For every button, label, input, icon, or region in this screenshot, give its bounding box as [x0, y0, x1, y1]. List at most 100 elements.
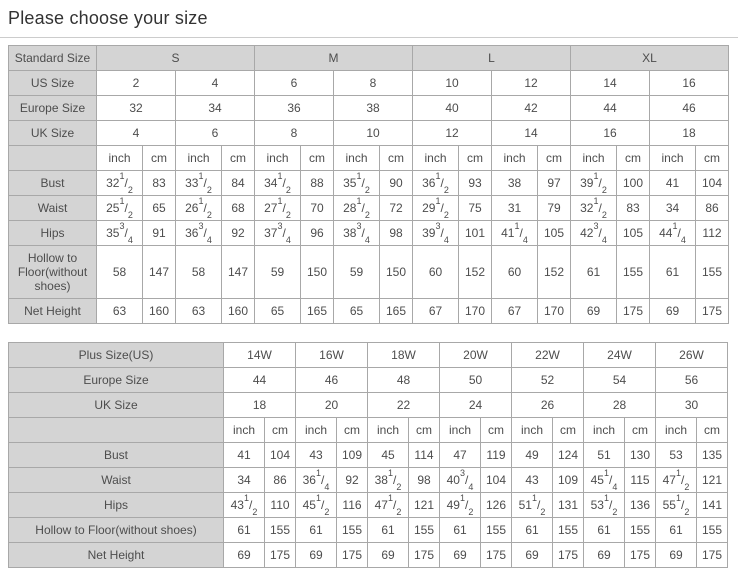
table-cell: 59: [333, 245, 380, 299]
table-cell: 50: [439, 367, 512, 393]
table-cell: 12: [491, 70, 571, 96]
table-cell: 14: [570, 70, 650, 96]
table-cell: 69: [295, 542, 337, 568]
table-cell: cm: [552, 417, 584, 443]
table-cell: inch: [583, 417, 625, 443]
table-cell: 61: [511, 517, 553, 543]
table-cell: inch: [367, 417, 409, 443]
table-cell: 61: [367, 517, 409, 543]
table-cell: cm: [264, 417, 296, 443]
row-label: US Size: [8, 70, 97, 96]
table-cell: 126: [480, 492, 512, 518]
table-cell: inch: [491, 145, 538, 171]
table-cell: 423/4: [570, 220, 617, 246]
table-cell: 175: [624, 542, 656, 568]
table-cell: 175: [264, 542, 296, 568]
table-cell: inch: [655, 417, 697, 443]
table-cell: 130: [624, 442, 656, 468]
table-cell: 18: [649, 120, 729, 146]
table-cell: 4: [175, 70, 255, 96]
table-cell: 30: [655, 392, 728, 418]
table-row: Bust 321/2 83 331/2 84 341/2 88 351/2 90 361/2 93 3…: [8, 170, 729, 196]
table-cell: 31: [491, 195, 538, 221]
table-cell: 155: [695, 245, 729, 299]
table-cell: 16: [570, 120, 650, 146]
table-cell: 79: [537, 195, 571, 221]
table-cell: 91: [142, 220, 176, 246]
table-cell: 65: [254, 298, 301, 324]
row-label: Bust: [8, 170, 97, 196]
table-cell: 83: [616, 195, 650, 221]
table-cell: 361/4: [295, 467, 337, 493]
table-cell: 26W: [655, 342, 728, 368]
table-cell: 175: [336, 542, 368, 568]
table-cell: XL: [570, 45, 729, 71]
table-cell: 92: [221, 220, 255, 246]
table-cell: 175: [696, 542, 728, 568]
table-row: UK Size 4 6 8 10 12 14 16 18: [8, 120, 729, 146]
table-cell: 69: [649, 298, 696, 324]
table-cell: 58: [175, 245, 222, 299]
table-cell: 160: [221, 298, 255, 324]
table-cell: 24: [439, 392, 512, 418]
table-cell: 411/4: [491, 220, 538, 246]
table-cell: 431/2: [223, 492, 265, 518]
table-cell: cm: [408, 417, 440, 443]
row-label: Waist: [8, 195, 97, 221]
table-cell: 65: [142, 195, 176, 221]
table-cell: 175: [552, 542, 584, 568]
table-cell: 531/2: [583, 492, 625, 518]
table-cell: S: [96, 45, 255, 71]
table-cell: 101: [458, 220, 492, 246]
table-cell: 69: [655, 542, 697, 568]
table-cell: 109: [336, 442, 368, 468]
table-cell: 63: [96, 298, 143, 324]
table-cell: 363/4: [175, 220, 222, 246]
table-cell: 491/2: [439, 492, 481, 518]
table-cell: 98: [408, 467, 440, 493]
table-cell: cm: [221, 145, 255, 171]
row-label: Hollow to Floor(without shoes): [8, 245, 97, 299]
table-cell: 43: [511, 467, 553, 493]
table-cell: inch: [295, 417, 337, 443]
table-cell: 14: [491, 120, 571, 146]
table-cell: 44: [570, 95, 650, 121]
table-cell: 96: [300, 220, 334, 246]
table-cell: 8: [254, 120, 334, 146]
table-cell: inch: [175, 145, 222, 171]
table-cell: 32: [96, 95, 176, 121]
table-cell: 170: [458, 298, 492, 324]
table-cell: 105: [616, 220, 650, 246]
table-cell: 150: [379, 245, 413, 299]
table-cell: 90: [379, 170, 413, 196]
row-label: UK Size: [8, 120, 97, 146]
table-cell: 136: [624, 492, 656, 518]
table-cell: 2: [96, 70, 176, 96]
table-row: Europe Size 44 46 48 50 52 54 56: [8, 367, 728, 393]
table-cell: 26: [511, 392, 584, 418]
row-label: Net Height: [8, 542, 224, 568]
table-cell: 155: [336, 517, 368, 543]
table-row: Hollow to Floor(without shoes) 58 147 58 147…: [8, 245, 729, 299]
table-cell: 34: [649, 195, 696, 221]
table-cell: 61: [583, 517, 625, 543]
table-cell: 155: [552, 517, 584, 543]
table-cell: 403/4: [439, 467, 481, 493]
table-cell: 69: [511, 542, 553, 568]
table-cell: 40: [412, 95, 492, 121]
row-label: Standard Size: [8, 45, 97, 71]
table-cell: 41: [649, 170, 696, 196]
table-cell: 291/2: [412, 195, 459, 221]
table-cell: cm: [624, 417, 656, 443]
table-cell: 391/2: [570, 170, 617, 196]
table-cell: 135: [696, 442, 728, 468]
table-cell: 67: [412, 298, 459, 324]
table-cell: 70: [300, 195, 334, 221]
table-cell: 61: [570, 245, 617, 299]
table-cell: 321/2: [96, 170, 143, 196]
table-cell: 147: [142, 245, 176, 299]
row-label: Hips: [8, 492, 224, 518]
table-cell: cm: [300, 145, 334, 171]
table-cell: 361/2: [412, 170, 459, 196]
table-cell: 18: [223, 392, 296, 418]
